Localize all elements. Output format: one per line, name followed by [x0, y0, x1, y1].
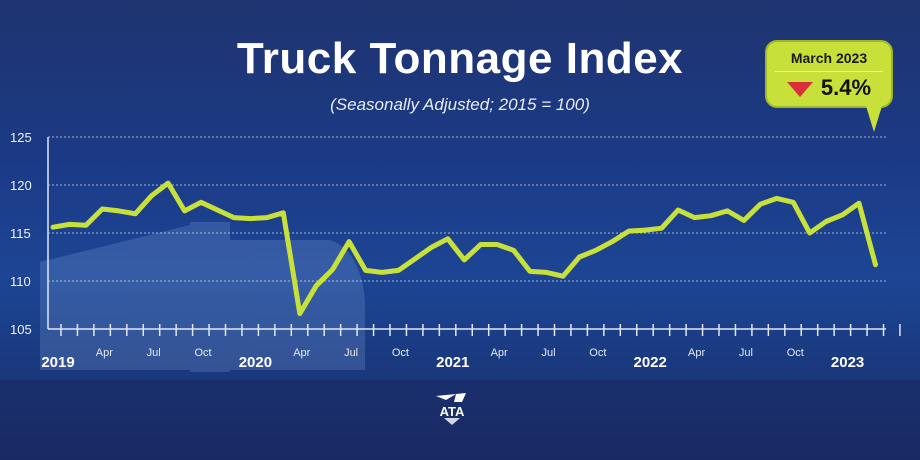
callout-pointer [866, 106, 882, 132]
y-tick-label: 120 [10, 178, 32, 193]
x-month-label: Apr [491, 347, 508, 359]
x-year-label: 2020 [239, 354, 272, 371]
x-year-label: 2023 [831, 354, 864, 371]
y-tick-label: 125 [10, 130, 32, 145]
y-tick-label: 115 [10, 226, 31, 241]
x-month-label: Jul [147, 347, 161, 359]
x-month-label: Jul [739, 347, 753, 359]
x-year-label: 2021 [436, 354, 469, 371]
x-month-label: Apr [96, 347, 113, 359]
x-month-label: Jul [344, 347, 358, 359]
y-tick-label: 105 [10, 322, 32, 337]
x-month-label: Oct [392, 347, 409, 359]
down-arrow-icon [786, 81, 813, 97]
x-month-label: Oct [194, 347, 211, 359]
x-month-label: Jul [541, 347, 555, 359]
chart-title: Truck Tonnage Index [236, 34, 684, 83]
callout-change: 5.4% [820, 75, 872, 100]
y-tick-label: 110 [10, 274, 31, 289]
x-year-label: 2019 [41, 354, 74, 371]
ata-logo: ATA [436, 393, 466, 425]
x-month-label: Apr [293, 347, 310, 359]
x-month-label: Oct [589, 347, 606, 359]
series-line [50, 180, 878, 317]
change-callout: March 2023 5.4% [765, 40, 893, 108]
x-month-label: Apr [688, 347, 705, 359]
x-month-label: Oct [787, 347, 804, 359]
callout-date: March 2023 [775, 42, 883, 72]
svg-text:ATA: ATA [440, 404, 465, 419]
x-year-label: 2022 [634, 354, 667, 371]
chart-subtitle: (Seasonally Adjusted; 2015 = 100) [330, 95, 590, 114]
